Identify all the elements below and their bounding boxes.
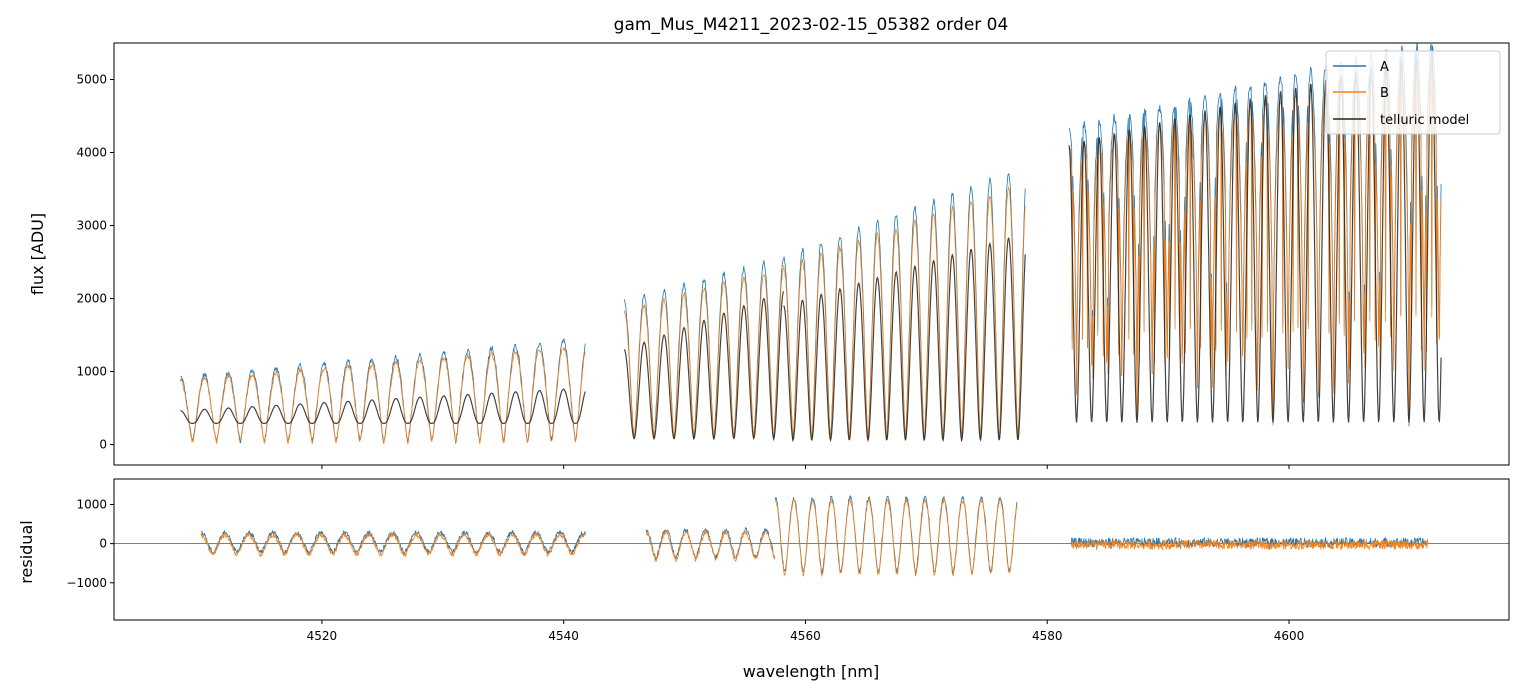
residual-y-axis-label: residual (17, 520, 36, 583)
series-telluric-model-segment-2 (783, 237, 1026, 443)
residual-xtick-label-1: 4540 (548, 629, 579, 643)
main-x-axis (321, 465, 1290, 469)
main-ytick-label-5: 5000 (76, 73, 107, 87)
residual-plot-area (114, 494, 1509, 578)
residual-axes-frame (113, 478, 1510, 621)
legend: A B telluric model (1325, 50, 1501, 135)
legend-label-telluric-model: telluric model (1380, 113, 1469, 128)
main-ytick-label-4: 4000 (76, 146, 107, 160)
main-ytick-label-0: 0 (99, 438, 107, 452)
residual-xtick-label-0: 4520 (307, 629, 338, 643)
main-axes-frame (113, 42, 1510, 466)
series-b-segment-0 (180, 347, 586, 445)
legend-label-a: A (1380, 60, 1389, 75)
residual-xtick-label-3: 4580 (1032, 629, 1063, 643)
series-telluric-model-segment-0 (180, 388, 586, 425)
residual-panel: −1000 0 1000 4520 4540 4560 4580 4600 residual… (17, 478, 1510, 681)
series-b-segment-1 (623, 268, 784, 440)
main-ytick-label-1: 1000 (76, 365, 107, 379)
series-a-segment-2 (783, 173, 1026, 442)
legend-box (1325, 50, 1501, 135)
legend-label-b: B (1380, 86, 1389, 101)
residual-b-segment-1 (645, 528, 776, 563)
series-b-segment-2 (783, 186, 1026, 442)
chart-title: gam_Mus_M4211_2023-02-15_05382 order 04 (614, 15, 1009, 35)
main-ytick-label-3: 3000 (76, 219, 107, 233)
residual-x-axis: 4520 4540 4560 4580 4600 (307, 620, 1305, 643)
residual-y-axis: −1000 0 1000 (66, 497, 114, 590)
residual-xtick-label-2: 4560 (790, 629, 821, 643)
main-ytick-label-2: 2000 (76, 292, 107, 306)
residual-ytick-label-1: 0 (99, 537, 107, 551)
residual-xtick-label-4: 4600 (1274, 629, 1305, 643)
residual-ytick-label-2: 1000 (76, 497, 107, 511)
residual-b-segment-0 (200, 531, 586, 558)
main-y-axis-label: flux [ADU] (28, 213, 47, 295)
residual-b-segment-2 (774, 497, 1018, 578)
main-plot-area (180, 43, 1442, 445)
series-telluric-model-segment-3 (1068, 53, 1442, 424)
series-telluric-model-segment-1 (623, 291, 785, 441)
main-panel: 0 1000 2000 3000 4000 5000 flux [ADU] A B tel… (28, 42, 1510, 469)
x-axis-label: wavelength [nm] (743, 662, 880, 681)
residual-a-segment-2 (774, 494, 1018, 575)
residual-ytick-label-0: −1000 (66, 576, 107, 590)
main-y-axis: 0 1000 2000 3000 4000 5000 (76, 73, 114, 452)
residual-b-segment-3 (1071, 538, 1429, 551)
residual-a-segment-3 (1071, 536, 1429, 549)
series-a-segment-0 (180, 338, 586, 445)
